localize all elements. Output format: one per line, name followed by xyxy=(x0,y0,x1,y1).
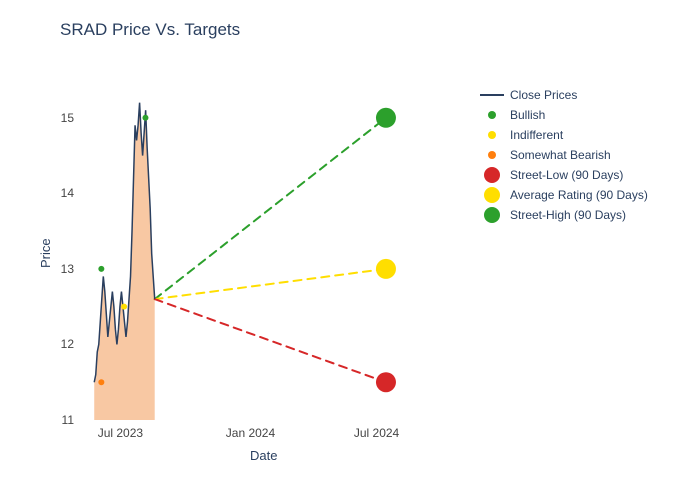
x-tick-label: Jul 2024 xyxy=(354,426,399,440)
y-tick-label: 14 xyxy=(61,186,74,200)
projection-line-0 xyxy=(155,118,386,299)
legend-bigdot-swatch xyxy=(484,187,500,203)
legend-label: Average Rating (90 Days) xyxy=(510,188,648,202)
legend-item-6[interactable]: Street-High (90 Days) xyxy=(480,205,648,225)
legend-dot-swatch xyxy=(488,131,496,139)
legend-label: Street-High (90 Days) xyxy=(510,208,626,222)
analyst-dot-0 xyxy=(98,266,104,272)
legend-label: Close Prices xyxy=(510,88,577,102)
projection-line-2 xyxy=(155,299,386,382)
analyst-dot-2 xyxy=(121,304,127,310)
chart-title: SRAD Price Vs. Targets xyxy=(60,20,690,40)
legend-bigdot-swatch xyxy=(484,167,500,183)
legend-label: Somewhat Bearish xyxy=(510,148,611,162)
x-axis-label: Date xyxy=(250,448,277,463)
y-axis-label: Price xyxy=(38,238,53,268)
legend-item-5[interactable]: Average Rating (90 Days) xyxy=(480,185,648,205)
legend-item-0[interactable]: Close Prices xyxy=(480,85,648,105)
legend-label: Bullish xyxy=(510,108,545,122)
target-dot-0 xyxy=(376,108,396,128)
y-tick-label: 15 xyxy=(61,111,74,125)
analyst-dot-1 xyxy=(98,379,104,385)
legend-label: Indifferent xyxy=(510,128,563,142)
projection-line-1 xyxy=(155,269,386,299)
x-tick-label: Jan 2024 xyxy=(226,426,275,440)
legend-item-4[interactable]: Street-Low (90 Days) xyxy=(480,165,648,185)
chart-container: SRAD Price Vs. Targets 11 12 13 14 15 Jul 20… xyxy=(0,0,700,500)
target-dot-1 xyxy=(376,259,396,279)
legend-item-2[interactable]: Indifferent xyxy=(480,125,648,145)
legend-dot-swatch xyxy=(488,111,496,119)
legend-line-swatch xyxy=(480,94,504,96)
x-tick-label: Jul 2023 xyxy=(98,426,143,440)
y-tick-label: 13 xyxy=(61,262,74,276)
plot-area xyxy=(80,80,450,420)
target-dot-2 xyxy=(376,372,396,392)
y-tick-label: 11 xyxy=(62,413,74,427)
y-tick-label: 12 xyxy=(61,337,74,351)
legend: Close Prices Bullish Indifferent Somewhat B… xyxy=(480,85,648,225)
legend-item-1[interactable]: Bullish xyxy=(480,105,648,125)
legend-item-3[interactable]: Somewhat Bearish xyxy=(480,145,648,165)
legend-label: Street-Low (90 Days) xyxy=(510,168,623,182)
area-fill xyxy=(94,103,154,420)
legend-bigdot-swatch xyxy=(484,207,500,223)
analyst-dot-3 xyxy=(142,115,148,121)
legend-dot-swatch xyxy=(488,151,496,159)
